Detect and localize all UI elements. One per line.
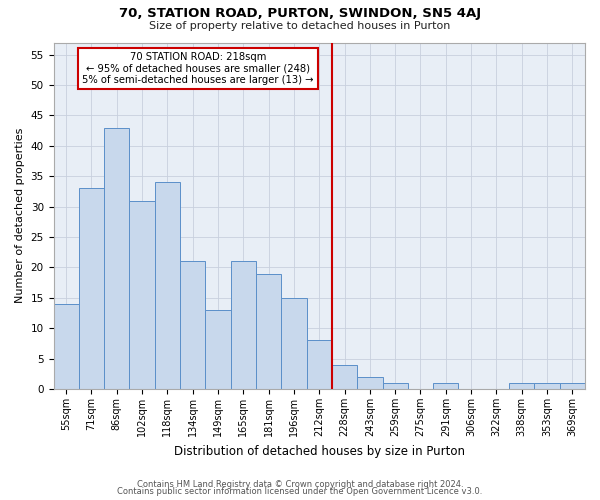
Text: 70 STATION ROAD: 218sqm
← 95% of detached houses are smaller (248)
5% of semi-de: 70 STATION ROAD: 218sqm ← 95% of detache… — [82, 52, 314, 85]
Bar — [535, 383, 560, 389]
Bar — [256, 274, 281, 389]
Bar — [509, 383, 535, 389]
Bar — [433, 383, 458, 389]
Bar — [104, 128, 130, 389]
Bar — [53, 304, 79, 389]
Y-axis label: Number of detached properties: Number of detached properties — [15, 128, 25, 304]
Bar — [155, 182, 180, 389]
Bar — [180, 262, 205, 389]
Text: Contains public sector information licensed under the Open Government Licence v3: Contains public sector information licen… — [118, 487, 482, 496]
Text: Contains HM Land Registry data © Crown copyright and database right 2024.: Contains HM Land Registry data © Crown c… — [137, 480, 463, 489]
Bar — [332, 364, 357, 389]
Bar — [560, 383, 585, 389]
Bar — [230, 262, 256, 389]
Bar — [130, 200, 155, 389]
Bar — [281, 298, 307, 389]
X-axis label: Distribution of detached houses by size in Purton: Distribution of detached houses by size … — [174, 444, 465, 458]
Bar — [383, 383, 408, 389]
Bar — [79, 188, 104, 389]
Bar — [357, 377, 383, 389]
Text: Size of property relative to detached houses in Purton: Size of property relative to detached ho… — [149, 21, 451, 31]
Bar — [205, 310, 230, 389]
Text: 70, STATION ROAD, PURTON, SWINDON, SN5 4AJ: 70, STATION ROAD, PURTON, SWINDON, SN5 4… — [119, 8, 481, 20]
Bar — [307, 340, 332, 389]
